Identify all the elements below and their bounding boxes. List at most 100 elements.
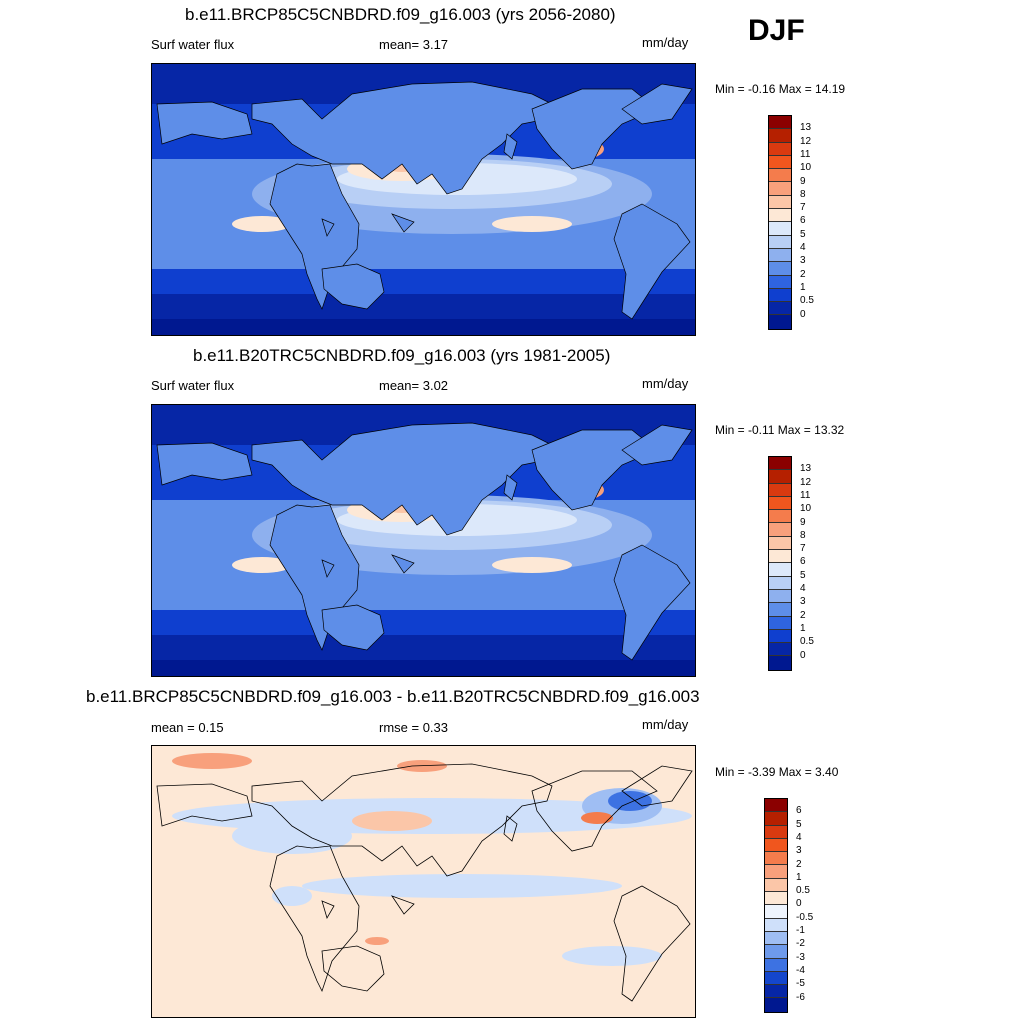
landmass: [156, 442, 253, 486]
panel-2-colorbar: [768, 456, 792, 671]
landmass: [156, 101, 253, 145]
landmass: [621, 424, 693, 466]
colorbar-label: 13: [800, 463, 812, 475]
south-pacific-pale: [492, 557, 572, 573]
colorbar-label: 9: [800, 175, 806, 187]
landmass: [613, 203, 691, 320]
colorbar-swatch: [769, 523, 791, 537]
colorbar-swatch: [769, 315, 791, 329]
colorbar-swatch: [769, 169, 791, 183]
landmass: [321, 559, 335, 578]
colorbar-swatch: [769, 248, 791, 263]
colorbar-label: 9: [800, 516, 806, 528]
colorbar-swatch: [765, 878, 787, 893]
barents-positive: [172, 753, 252, 769]
eurasia-negative: [232, 818, 352, 854]
colorbar-swatch: [769, 576, 791, 590]
panel-1-mean-label: mean= 3.17: [379, 37, 449, 52]
landmass: [503, 133, 518, 160]
colorbar-label: 5: [800, 569, 806, 581]
colorbar-label: -1: [796, 925, 805, 936]
antarctic-band: [152, 660, 695, 676]
colorbar-swatch: [769, 563, 791, 577]
colorbar-swatch: [765, 998, 787, 1012]
colorbar-swatch: [765, 838, 787, 853]
panel-3-units-label: mm/day: [642, 717, 689, 732]
colorbar-label: 3: [796, 845, 802, 857]
colorbar-swatch: [769, 222, 791, 236]
season-label: DJF: [748, 14, 805, 47]
colorbar-swatch: [769, 536, 791, 551]
panel-2-variable-label: Surf water flux: [151, 378, 235, 393]
nw-pacific-positive: [352, 811, 432, 831]
colorbar-label: -5: [796, 978, 805, 990]
colorbar-swatch: [769, 496, 791, 511]
colorbar-swatch: [765, 812, 787, 826]
colorbar-label: 3: [800, 596, 806, 608]
colorbar-label: 8: [800, 529, 806, 541]
colorbar-label: 5: [796, 818, 802, 830]
colorbar-swatch: [765, 958, 787, 972]
landmass: [251, 81, 553, 195]
colorbar-swatch: [765, 931, 787, 946]
colorbar-label: 4: [800, 583, 806, 594]
panel-3-rmse-label: rmse = 0.33: [379, 720, 449, 735]
panel-1-minmax-label: Min = -0.16 Max = 14.19: [715, 82, 846, 96]
australia-positive: [365, 937, 389, 945]
landmass: [621, 83, 693, 125]
colorbar-swatch: [769, 643, 791, 657]
landmass: [391, 554, 415, 574]
landmass: [613, 544, 691, 661]
colorbar-label: 4: [796, 831, 802, 843]
colorbar-swatch: [769, 629, 791, 644]
colorbar-swatch: [769, 129, 791, 143]
panel-2-title: b.e11.B20TRC5CNBDRD.f09_g16.003 (yrs 198…: [193, 346, 611, 365]
colorbar-swatch: [765, 892, 787, 906]
panel-2-units-label: mm/day: [642, 376, 689, 391]
colorbar-swatch: [769, 209, 791, 223]
coastline: [621, 765, 693, 807]
coastline: [321, 900, 335, 920]
colorbar-label: -3: [796, 951, 805, 963]
colorbar-swatch: [769, 589, 791, 604]
panel-3-mean-label: mean = 0.15: [151, 720, 224, 735]
colorbar-label: 2: [796, 858, 802, 870]
coastline: [613, 885, 691, 1002]
colorbar-swatch: [765, 918, 787, 932]
colorbar-swatch: [769, 656, 791, 670]
colorbar-label: 2: [800, 268, 806, 280]
colorbar-label: 0.5: [800, 295, 814, 307]
colorbar-label: -0.5: [796, 911, 814, 923]
colorbar-label: 11: [800, 489, 811, 501]
colorbar-swatch: [765, 865, 787, 879]
colorbar-label: 8: [800, 188, 806, 200]
panel-3-map-canvas: [152, 746, 695, 1017]
colorbar-swatch: [769, 470, 791, 484]
colorbar-swatch: [765, 905, 787, 919]
colorbar-label: 6: [800, 556, 806, 568]
colorbar-label: 1: [800, 281, 806, 293]
coastline: [503, 815, 518, 842]
colorbar-swatch: [769, 195, 791, 210]
colorbar-swatch: [769, 302, 791, 316]
colorbar-label: -4: [796, 964, 805, 976]
colorbar-swatch: [765, 825, 787, 839]
colorbar-label: 0: [800, 649, 806, 661]
colorbar-label: 0.5: [796, 885, 810, 897]
colorbar-label: 12: [800, 476, 812, 488]
coastline: [251, 763, 553, 877]
colorbar-label: 5: [800, 228, 806, 240]
panel-1-units-label: mm/day: [642, 35, 689, 50]
landmass: [321, 604, 385, 651]
south-atlantic-negative: [562, 946, 662, 966]
coastline: [390, 895, 415, 915]
colorbar-swatch: [765, 971, 787, 986]
colorbar-label: -6: [796, 991, 805, 1003]
north-atlantic-core: [608, 791, 652, 811]
colorbar-swatch: [769, 550, 791, 564]
south-pacific-pale: [492, 216, 572, 232]
panel-2-mean-label: mean= 3.02: [379, 378, 449, 393]
colorbar-label: 13: [800, 122, 812, 134]
colorbar-label: 12: [800, 135, 812, 147]
tropical-negative: [302, 874, 622, 898]
